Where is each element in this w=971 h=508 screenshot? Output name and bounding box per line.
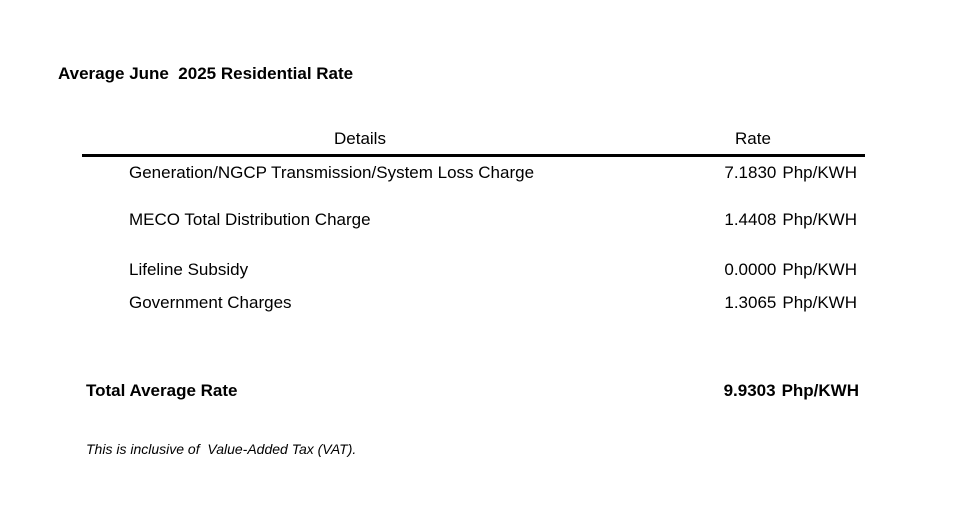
row-label-lifeline: Lifeline Subsidy bbox=[129, 260, 249, 279]
row-rate-government: 1.3065 Php/KWH bbox=[724, 293, 857, 313]
rate-value: 1.3065 bbox=[724, 293, 777, 312]
total-rate: 9.9303 Php/KWH bbox=[724, 381, 859, 401]
total-unit: Php/KWH bbox=[781, 381, 859, 400]
rate-value: 1.4408 bbox=[724, 210, 777, 229]
rate-value: 0.0000 bbox=[724, 260, 777, 279]
rate-unit: Php/KWH bbox=[782, 210, 857, 229]
column-header-rate: Rate bbox=[735, 129, 771, 148]
rate-unit: Php/KWH bbox=[782, 163, 857, 182]
row-label-government: Government Charges bbox=[129, 293, 292, 312]
row-rate-lifeline: 0.0000 Php/KWH bbox=[724, 260, 857, 280]
vat-note: This is inclusive of Value-Added Tax (VA… bbox=[86, 441, 357, 457]
rate-unit: Php/KWH bbox=[782, 260, 857, 279]
row-rate-distribution: 1.4408 Php/KWH bbox=[724, 210, 857, 230]
rate-value: 7.1830 bbox=[724, 163, 777, 182]
column-header-details: Details bbox=[334, 129, 386, 148]
total-value: 9.9303 bbox=[723, 381, 776, 400]
row-rate-generation: 7.1830 Php/KWH bbox=[724, 163, 857, 183]
header-divider bbox=[82, 154, 865, 157]
page-title: Average June 2025 Residential Rate bbox=[58, 64, 354, 83]
row-label-generation: Generation/NGCP Transmission/System Loss… bbox=[129, 163, 535, 182]
row-label-distribution: MECO Total Distribution Charge bbox=[129, 210, 371, 229]
rate-unit: Php/KWH bbox=[782, 293, 857, 312]
total-label: Total Average Rate bbox=[86, 381, 238, 400]
